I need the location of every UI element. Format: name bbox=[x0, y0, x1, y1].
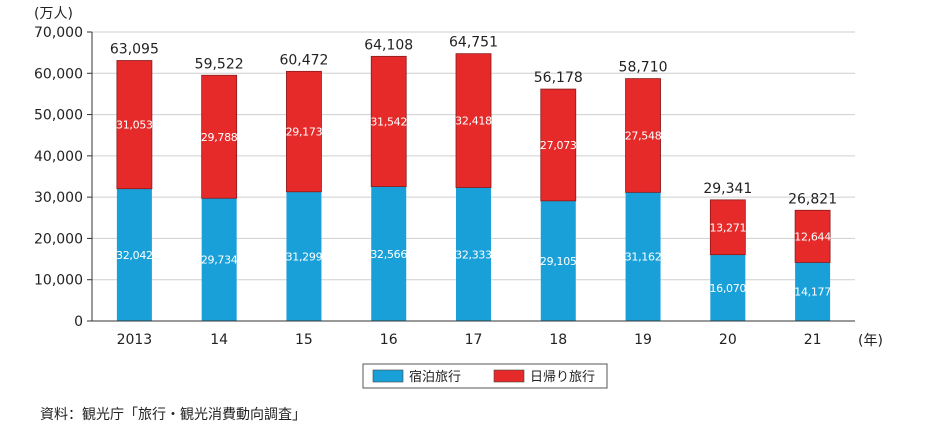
bar-segment-daytrip bbox=[286, 70, 322, 193]
source-note: 資料：観光庁「旅行・観光消費動向調査」 bbox=[40, 407, 306, 423]
segment-value-label: 14,177 bbox=[794, 286, 831, 299]
bar-segment-overnight bbox=[201, 198, 237, 321]
legend-swatch bbox=[372, 369, 404, 383]
bar-segment-overnight bbox=[710, 254, 746, 321]
y-tick-label: 50,000 bbox=[34, 108, 83, 124]
x-tick-label: 14 bbox=[210, 332, 228, 348]
bar-segment-overnight bbox=[116, 188, 152, 321]
total-value-label: 26,821 bbox=[788, 191, 837, 207]
bar-segment-daytrip bbox=[201, 74, 238, 199]
segment-value-label: 29,173 bbox=[286, 126, 323, 139]
segment-value-label: 31,542 bbox=[370, 115, 407, 128]
x-tick-label: 19 bbox=[634, 332, 652, 348]
x-tick-label: 21 bbox=[804, 332, 822, 348]
bar-segment-overnight bbox=[540, 200, 576, 321]
segment-value-label: 16,070 bbox=[709, 282, 746, 295]
stacked-bar-chart: 32,042 31,053 63,095 29,734 29,788 59,522 31,2… bbox=[34, 6, 883, 389]
bar-segment-daytrip bbox=[116, 60, 153, 190]
bar-segment-overnight bbox=[286, 191, 322, 321]
bar-segment-overnight bbox=[625, 192, 661, 321]
bar-segment-daytrip bbox=[709, 199, 746, 256]
legend-label: 宿泊旅行 bbox=[409, 369, 461, 385]
segment-value-label: 29,105 bbox=[540, 255, 577, 268]
bar-segment-daytrip bbox=[625, 78, 661, 193]
segment-value-label: 13,271 bbox=[709, 221, 746, 234]
total-value-label: 58,710 bbox=[619, 60, 668, 76]
segment-value-label: 27,073 bbox=[540, 139, 577, 152]
x-tick-label: 17 bbox=[465, 332, 483, 348]
y-unit-label: (万人) bbox=[34, 6, 73, 22]
x-tick-label: 2013 bbox=[117, 332, 153, 348]
segment-value-label: 31,162 bbox=[625, 251, 662, 264]
y-tick-label: 10,000 bbox=[34, 273, 83, 289]
legend: 宿泊旅行 日帰り旅行 bbox=[362, 363, 608, 389]
y-tick-label: 60,000 bbox=[34, 66, 83, 82]
bars: 32,042 31,053 63,095 29,734 29,788 59,522 31,2… bbox=[110, 35, 837, 321]
x-tick-label: 16 bbox=[380, 332, 398, 348]
segment-value-label: 31,053 bbox=[116, 119, 153, 132]
y-tick-label: 30,000 bbox=[34, 190, 83, 206]
total-value-label: 63,095 bbox=[110, 42, 159, 58]
x-tick-label: 20 bbox=[719, 332, 737, 348]
segment-value-label: 27,548 bbox=[625, 129, 662, 142]
x-tick-label: 15 bbox=[295, 332, 313, 348]
segment-value-label: 31,299 bbox=[286, 250, 323, 263]
bar-segment-daytrip bbox=[455, 53, 492, 188]
total-value-label: 59,522 bbox=[195, 56, 244, 72]
legend-box bbox=[362, 363, 608, 389]
bar-segment-daytrip bbox=[540, 88, 577, 202]
y-tick-label: 0 bbox=[74, 314, 83, 330]
total-value-label: 64,108 bbox=[364, 37, 413, 53]
y-tick-label: 20,000 bbox=[34, 231, 83, 247]
segment-value-label: 29,788 bbox=[201, 131, 238, 144]
segment-value-label: 29,734 bbox=[201, 254, 238, 267]
segment-value-label: 32,333 bbox=[455, 248, 492, 261]
x-axis: 2013 14 15 16 17 18 19 20 21 bbox=[92, 320, 855, 348]
segment-value-label: 32,042 bbox=[116, 249, 153, 262]
x-unit-label: (年) bbox=[858, 333, 883, 349]
total-value-label: 29,341 bbox=[703, 181, 752, 197]
total-value-label: 64,751 bbox=[449, 35, 498, 51]
y-tick-label: 70,000 bbox=[34, 25, 83, 41]
bar-segment-overnight bbox=[456, 187, 491, 321]
y-axis: 0 10,000 20,000 30,000 40,000 50,000 60,000 70,… bbox=[34, 25, 93, 330]
total-value-label: 56,178 bbox=[534, 70, 583, 86]
segment-value-label: 12,644 bbox=[794, 230, 831, 243]
segment-value-label: 32,418 bbox=[455, 115, 492, 128]
x-tick-label: 18 bbox=[549, 332, 567, 348]
bar-segment-overnight bbox=[371, 186, 407, 321]
total-value-label: 60,472 bbox=[279, 52, 328, 68]
bar-segment-daytrip bbox=[794, 209, 831, 263]
bar-segment-overnight bbox=[795, 262, 831, 321]
legend-label: 日帰り旅行 bbox=[530, 369, 595, 385]
y-tick-label: 40,000 bbox=[34, 149, 83, 165]
segment-value-label: 32,566 bbox=[370, 248, 407, 261]
legend-swatch bbox=[493, 369, 525, 383]
bar-segment-daytrip bbox=[370, 55, 407, 187]
